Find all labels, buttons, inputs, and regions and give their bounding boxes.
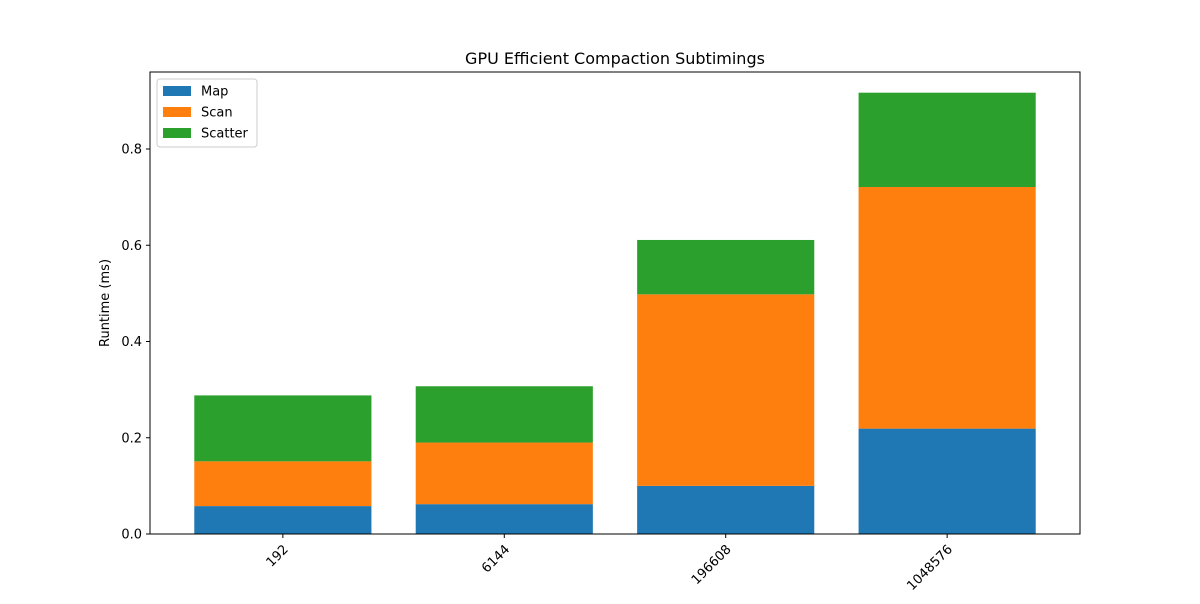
bar-map-196608 xyxy=(637,485,815,535)
bar-map-192 xyxy=(194,506,372,534)
bar-scatter-192 xyxy=(194,395,372,462)
legend-label-map: Map xyxy=(201,85,228,100)
x-tick-label-1048576: 1048576 xyxy=(904,542,956,594)
legend-swatch-map xyxy=(163,86,191,96)
bar-scan-192 xyxy=(194,461,372,507)
plot-area: 0.0 0.2 0.4 0.6 0.8 192 6144 196608 1048576 xyxy=(121,71,1081,594)
x-tick-label-6144: 6144 xyxy=(479,542,513,576)
y-tick-label: 0.6 xyxy=(121,239,142,254)
x-tick-label-192: 192 xyxy=(264,542,292,570)
bar-scan-1048576 xyxy=(858,187,1036,429)
x-tick-label-196608: 196608 xyxy=(689,542,735,588)
chart-title: GPU Efficient Compaction Subtimings xyxy=(465,49,765,68)
legend-label-scatter: Scatter xyxy=(201,127,249,142)
bar-scatter-196608 xyxy=(637,239,815,295)
bar-map-1048576 xyxy=(858,428,1036,534)
bar-scatter-1048576 xyxy=(858,92,1036,188)
y-tick-label: 0.2 xyxy=(121,431,142,446)
bar-scatter-6144 xyxy=(415,386,593,443)
legend-swatch-scatter xyxy=(163,128,191,138)
axes-frame xyxy=(149,71,1081,535)
y-tick-label: 0.4 xyxy=(121,335,142,350)
y-tick-label: 0.8 xyxy=(121,143,142,158)
y-axis-label: Runtime (ms) xyxy=(98,259,113,347)
legend: Map Scan Scatter xyxy=(156,78,258,148)
y-tick-label: 0.0 xyxy=(121,528,142,543)
legend-label-scan: Scan xyxy=(201,106,233,121)
legend-swatch-scan xyxy=(163,107,191,117)
bar-scan-196608 xyxy=(637,294,815,486)
bar-map-6144 xyxy=(415,504,593,534)
bar-scan-6144 xyxy=(415,442,593,505)
